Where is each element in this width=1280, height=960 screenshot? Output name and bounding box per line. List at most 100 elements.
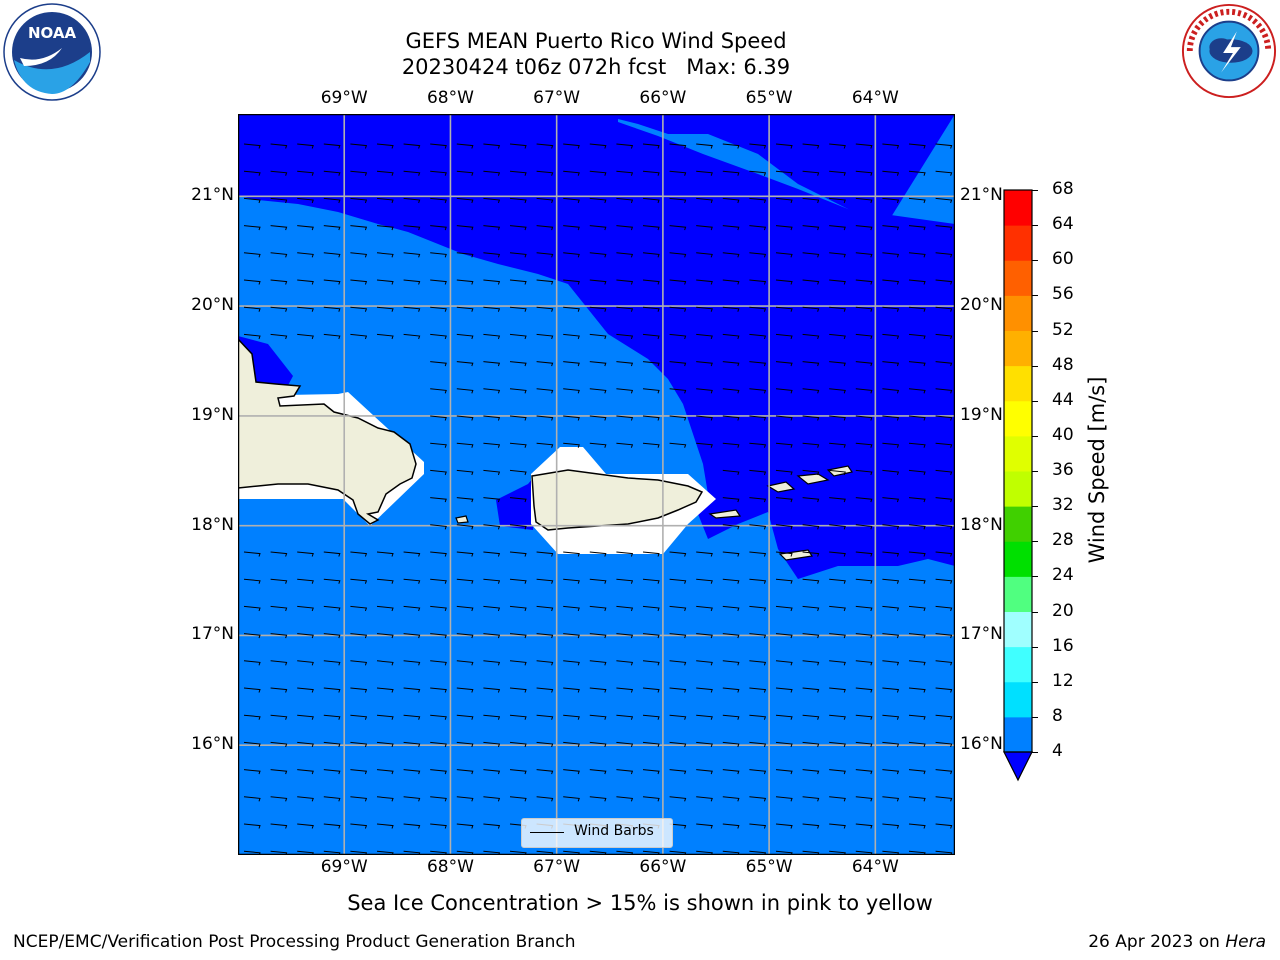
wind-barb bbox=[323, 823, 341, 829]
wind-barb bbox=[855, 143, 873, 149]
wind-barb bbox=[669, 823, 687, 829]
colorbar-segment bbox=[1004, 435, 1032, 472]
wind-barb bbox=[642, 714, 660, 720]
footer-host: Hera bbox=[1225, 932, 1266, 952]
wind-barb bbox=[270, 197, 288, 204]
wind-speed-below-4-region bbox=[238, 114, 955, 222]
wind-barb bbox=[403, 769, 421, 775]
wind-barb bbox=[403, 225, 421, 231]
wind-barb bbox=[882, 769, 900, 775]
lat-label-right: 21°N bbox=[960, 185, 1003, 206]
wind-barb bbox=[802, 741, 820, 748]
wind-barb bbox=[696, 279, 713, 285]
wind-barb bbox=[563, 714, 580, 720]
wind-barb bbox=[882, 143, 900, 149]
wind-barb bbox=[483, 469, 501, 476]
wind-barb bbox=[297, 279, 314, 285]
wind-barb bbox=[669, 306, 687, 312]
wind-barb bbox=[589, 415, 607, 421]
wind-barb bbox=[642, 306, 660, 312]
wind-barb bbox=[297, 605, 314, 612]
wind-barb bbox=[855, 306, 873, 312]
wind-barb bbox=[483, 306, 501, 312]
wind-barb bbox=[775, 714, 793, 720]
wind-barb bbox=[669, 361, 687, 367]
wind-barb bbox=[456, 469, 474, 476]
wind-barb bbox=[802, 605, 820, 612]
wind-barb bbox=[483, 143, 501, 149]
wind-barb bbox=[589, 741, 607, 748]
wind-barb bbox=[589, 633, 607, 639]
wind-barb bbox=[802, 660, 820, 666]
wind-barb bbox=[589, 660, 607, 666]
wind-barb bbox=[350, 306, 368, 312]
wind-barb bbox=[589, 170, 607, 176]
map-frame bbox=[238, 114, 955, 855]
lon-label-top: 64°W bbox=[851, 88, 899, 108]
wind-barb bbox=[749, 361, 767, 367]
wind-barb bbox=[616, 361, 634, 367]
wind-barb bbox=[696, 578, 713, 584]
footer-branch: NCEP/EMC/Verification Post Processing Pr… bbox=[13, 932, 576, 952]
wind-barb bbox=[376, 578, 394, 584]
wind-barb bbox=[696, 306, 713, 312]
colorbar-tick-mark bbox=[1032, 365, 1038, 367]
wind-barb bbox=[722, 578, 740, 584]
wind-barb bbox=[642, 605, 660, 612]
wind-barb bbox=[483, 361, 501, 367]
wind-barb bbox=[908, 469, 926, 476]
wind-barb bbox=[350, 225, 368, 231]
wind-barb bbox=[935, 225, 953, 231]
wind-barb bbox=[722, 252, 740, 258]
wind-barb bbox=[722, 796, 740, 802]
wind-barb bbox=[456, 796, 474, 802]
wind-barb bbox=[855, 415, 873, 421]
wind-barb bbox=[908, 660, 926, 666]
wind-barb bbox=[403, 306, 421, 312]
wind-barb bbox=[642, 769, 660, 775]
wind-barb bbox=[509, 333, 527, 340]
wind-barb bbox=[430, 197, 447, 204]
wind-barb bbox=[722, 197, 740, 204]
wind-barb bbox=[722, 333, 740, 340]
wind-barb bbox=[243, 796, 261, 802]
wind-barb bbox=[589, 197, 607, 204]
wind-barb bbox=[749, 741, 767, 748]
wind-barb bbox=[935, 578, 953, 584]
wind-barb bbox=[350, 741, 368, 748]
wind-barb bbox=[722, 524, 740, 530]
wind-barb bbox=[536, 687, 554, 693]
wind-barb bbox=[483, 197, 501, 204]
wind-barb bbox=[696, 225, 713, 231]
colorbar-tick-label: 8 bbox=[1052, 705, 1063, 726]
wind-barb bbox=[589, 578, 607, 584]
wind-barb bbox=[722, 388, 740, 394]
wind-barb bbox=[749, 388, 767, 394]
wind-barb bbox=[323, 170, 341, 176]
wind-barb bbox=[829, 388, 846, 394]
map-subtitle: 20230424 t06z 072h fcst Max: 6.39 bbox=[401, 55, 791, 79]
wind-barb bbox=[935, 279, 953, 285]
wind-barb bbox=[483, 170, 501, 176]
map-legend: Wind Barbs bbox=[521, 818, 673, 848]
wind-barb bbox=[829, 551, 846, 557]
wind-barb bbox=[935, 469, 953, 476]
colorbar-tick-mark bbox=[1032, 541, 1038, 543]
wind-barb bbox=[882, 170, 900, 176]
wind-barb bbox=[935, 306, 953, 312]
wind-barb bbox=[616, 306, 634, 312]
wind-barb-legend-line bbox=[530, 832, 564, 833]
wind-barb bbox=[243, 660, 261, 666]
wind-barb bbox=[749, 225, 767, 231]
wind-barb bbox=[775, 252, 793, 258]
wind-barb bbox=[509, 741, 527, 748]
wind-barb bbox=[243, 252, 261, 258]
wind-barb bbox=[616, 197, 634, 204]
wind-barb bbox=[829, 605, 846, 612]
wind-barb bbox=[855, 741, 873, 748]
wind-barb bbox=[669, 551, 687, 557]
wind-barb bbox=[350, 823, 368, 829]
wind-barb bbox=[403, 823, 421, 829]
wind-barb bbox=[323, 279, 341, 285]
wind-barb bbox=[669, 605, 687, 612]
